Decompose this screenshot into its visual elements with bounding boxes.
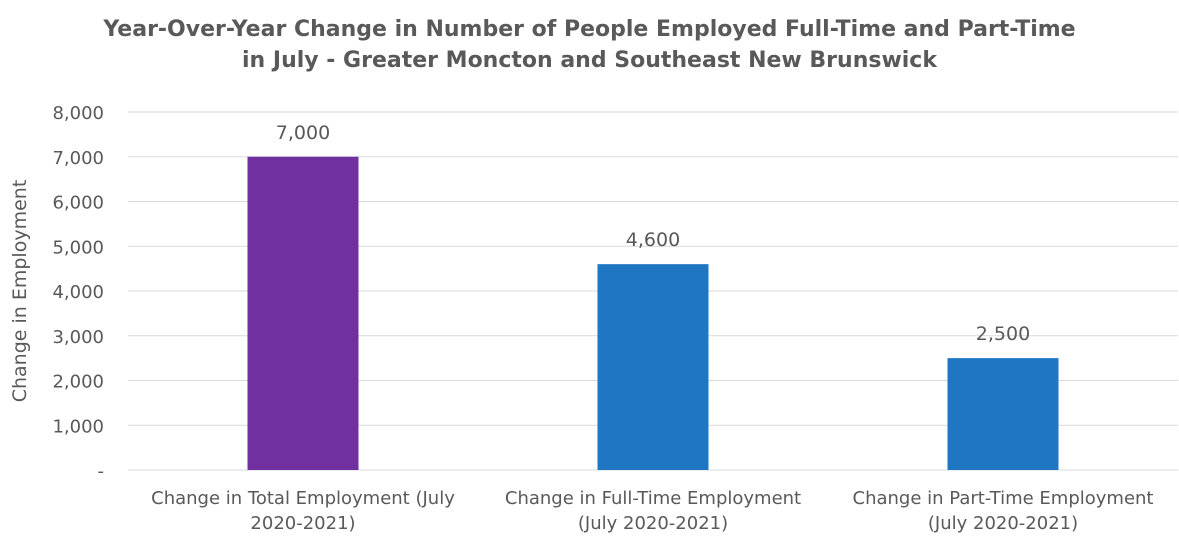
x-tick-label: Change in Part-Time Employment — [853, 488, 1154, 509]
bar — [247, 156, 359, 470]
chart-title: Year-Over-Year Change in Number of Peopl… — [0, 14, 1179, 76]
x-tick-label: Change in Full-Time Employment — [505, 488, 801, 509]
x-tick-label: (July 2020-2021) — [578, 513, 728, 534]
y-tick-label: 5,000 — [52, 237, 104, 258]
y-tick-label: 4,000 — [52, 282, 104, 303]
y-axis-tick-labels: - 1,000 2,000 3,000 4,000 5,000 6,000 7,000 8,00… — [52, 103, 104, 482]
data-label: 2,500 — [976, 323, 1030, 345]
chart-title-line-2: in July - Greater Moncton and Southeast … — [242, 48, 937, 73]
data-label: 4,600 — [626, 229, 680, 251]
y-tick-label: 3,000 — [52, 327, 104, 348]
bar — [597, 264, 709, 470]
x-tick-label: 2020-2021) — [250, 513, 355, 534]
data-labels: 7,000 4,600 2,500 — [276, 122, 1030, 345]
y-tick-label: 2,000 — [52, 372, 104, 393]
data-label: 7,000 — [276, 122, 330, 144]
y-tick-label: 7,000 — [52, 148, 104, 169]
bars — [247, 156, 1059, 470]
x-tick-label: (July 2020-2021) — [928, 513, 1078, 534]
chart-title-line-1: Year-Over-Year Change in Number of Peopl… — [103, 17, 1076, 42]
y-tick-label: 8,000 — [52, 103, 104, 124]
y-tick-label: 6,000 — [52, 193, 104, 214]
y-tick-label: 1,000 — [52, 416, 104, 437]
x-axis-tick-labels: Change in Total Employment (July 2020-202… — [151, 488, 1153, 534]
y-axis-label: Change in Employment — [9, 180, 31, 403]
bar — [947, 358, 1059, 470]
y-tick-label: - — [98, 461, 105, 482]
x-tick-label: Change in Total Employment (July — [151, 488, 455, 509]
